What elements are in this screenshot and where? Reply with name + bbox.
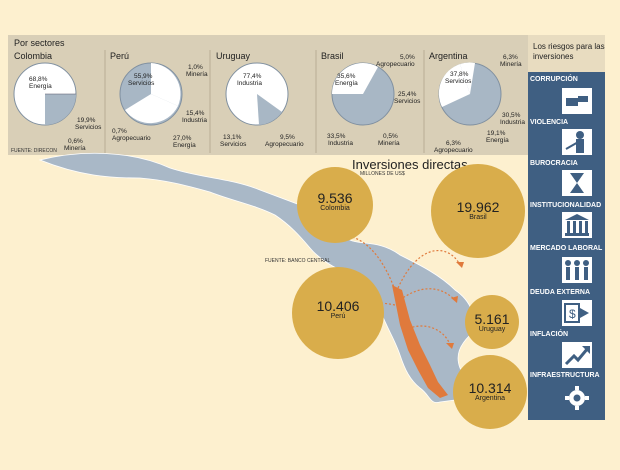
colombia-pct-mineria: 0,6% (68, 138, 83, 145)
uruguay-label-servicios: Servicios (220, 141, 247, 148)
brasil-pct-industria: 33,5% (327, 133, 346, 140)
country-colombia: Colombia (14, 51, 53, 61)
argentina-label-servicios: Servicios (445, 78, 472, 85)
brasil-label-servicios: Servicios (394, 98, 421, 105)
peru-label-agropecuario: Agropecuario (112, 135, 151, 142)
risks-title: Los riesgos para las inversiones (533, 42, 605, 61)
argentina-pct-agropecuario: 6,3% (446, 140, 461, 147)
uruguay-label-industria: Industria (237, 80, 262, 87)
bubble-name-uruguay: Uruguay (478, 326, 506, 333)
rising-arrow-icon (562, 342, 592, 368)
source-top: FUENTE: DIRECON (11, 148, 57, 154)
colombia-pct-energia: 68,8% (29, 76, 48, 83)
bubble-value-uruguay: 5.161 (474, 311, 510, 327)
peru-pct-servicios: 55,9% (134, 73, 153, 80)
gunman-icon (562, 129, 592, 155)
argentina-label-energia: Energía (486, 137, 509, 144)
peru-label-industria: Industria (182, 117, 207, 124)
bubble-value-brasil: 19.962 (456, 199, 500, 215)
brasil-label-energia: Energía (335, 80, 358, 87)
risk-label-violencia: VIOLENCIA (530, 119, 569, 126)
bubble-name-argentina: Argentina (475, 395, 505, 402)
peru-pct-agropecuario: 0,7% (112, 128, 127, 135)
argentina-label-industria: Industria (500, 119, 525, 126)
svg-text:$: $ (569, 307, 576, 321)
map-title: Inversiones directas (352, 157, 468, 172)
peru-label-mineria: Minería (186, 71, 208, 78)
pie-peru (119, 62, 183, 126)
bubble-name-peru: Perú (330, 313, 346, 320)
workers-icon (562, 257, 592, 283)
argentina-pct-servicios: 37,8% (450, 71, 469, 78)
country-peru: Perú (110, 51, 130, 61)
bubble-value-colombia: 9.536 (317, 190, 353, 206)
colombia-label-servicios: Servicios (75, 124, 102, 131)
argentina-pct-industria: 30,5% (502, 112, 521, 119)
source-map: FUENTE: BANCO CENTRAL (265, 258, 331, 264)
uruguay-pct-industria: 77,4% (243, 73, 262, 80)
risk-label-corrupcion: CORRUPCIÓN (530, 76, 578, 83)
colombia-pct-servicios: 19,9% (77, 117, 96, 124)
peru-pct-mineria: 1,0% (188, 64, 203, 71)
sectors-title: Por sectores (14, 38, 65, 48)
hourglass-icon (562, 170, 592, 196)
argentina-pct-energia: 19,1% (487, 130, 506, 137)
map-subtitle: MILLONES DE US$ (360, 171, 405, 177)
pie-brasil (331, 62, 395, 126)
brasil-label-mineria: Minería (378, 140, 400, 147)
map-chile (392, 285, 448, 398)
brasil-pct-energia: 35,6% (337, 73, 356, 80)
risk-label-institucionalidad: INSTITUCIONALIDAD (530, 202, 602, 209)
bubble-colombia (297, 167, 373, 243)
bubble-value-peru: 10.406 (316, 298, 360, 314)
peru-label-energia: Energía (173, 142, 196, 149)
bubble-peru (292, 267, 384, 359)
dollar-exit-icon: $ (562, 300, 592, 326)
pie-argentina (438, 62, 502, 126)
bubble-brasil (431, 164, 525, 258)
uruguay-pct-servicios: 13,1% (223, 134, 242, 141)
uruguay-label-agropecuario: Agropecuario (265, 141, 304, 148)
risk-label-burocracia: BUROCRACIA (530, 160, 578, 167)
brasil-pct-agropecuario: 5,0% (400, 54, 415, 61)
brasil-label-agropecuario: Agropecuario (376, 61, 415, 68)
risk-label-inflacion: INFLACIÓN (530, 331, 569, 338)
risk-label-deuda-externa: DEUDA EXTERNA (530, 289, 591, 296)
colombia-label-energia: Energía (29, 83, 52, 90)
country-uruguay: Uruguay (216, 51, 251, 61)
uruguay-pct-agropecuario: 9,5% (280, 134, 295, 141)
colombia-label-mineria: Minería (64, 145, 86, 152)
risk-label-mercado-laboral: MERCADO LABORAL (530, 245, 603, 252)
handshake-icon (562, 88, 592, 114)
argentina-label-agropecuario: Agropecuario (434, 147, 473, 154)
argentina-label-mineria: Minería (500, 61, 522, 68)
brasil-pct-mineria: 0,5% (383, 133, 398, 140)
risk-label-infraestructura: INFRAESTRUCTURA (530, 372, 600, 379)
pie-colombia (13, 62, 77, 126)
bubble-value-argentina: 10.314 (468, 380, 512, 396)
brasil-pct-servicios: 25,4% (398, 91, 417, 98)
institution-building-icon (562, 212, 592, 238)
brasil-label-industria: Industria (328, 140, 353, 147)
peru-label-servicios: Servicios (128, 80, 155, 87)
bubble-name-colombia: Colombia (320, 205, 350, 212)
pie-uruguay (225, 62, 289, 126)
country-argentina: Argentina (429, 51, 468, 61)
country-brasil: Brasil (321, 51, 344, 61)
bubble-uruguay (465, 295, 519, 349)
peru-pct-energia: 27,0% (173, 135, 192, 142)
argentina-pct-mineria: 6,3% (503, 54, 518, 61)
bubble-argentina (453, 355, 527, 429)
peru-pct-industria: 15,4% (186, 110, 205, 117)
bubble-name-brasil: Brasil (469, 214, 487, 221)
gear-icon (562, 385, 592, 411)
